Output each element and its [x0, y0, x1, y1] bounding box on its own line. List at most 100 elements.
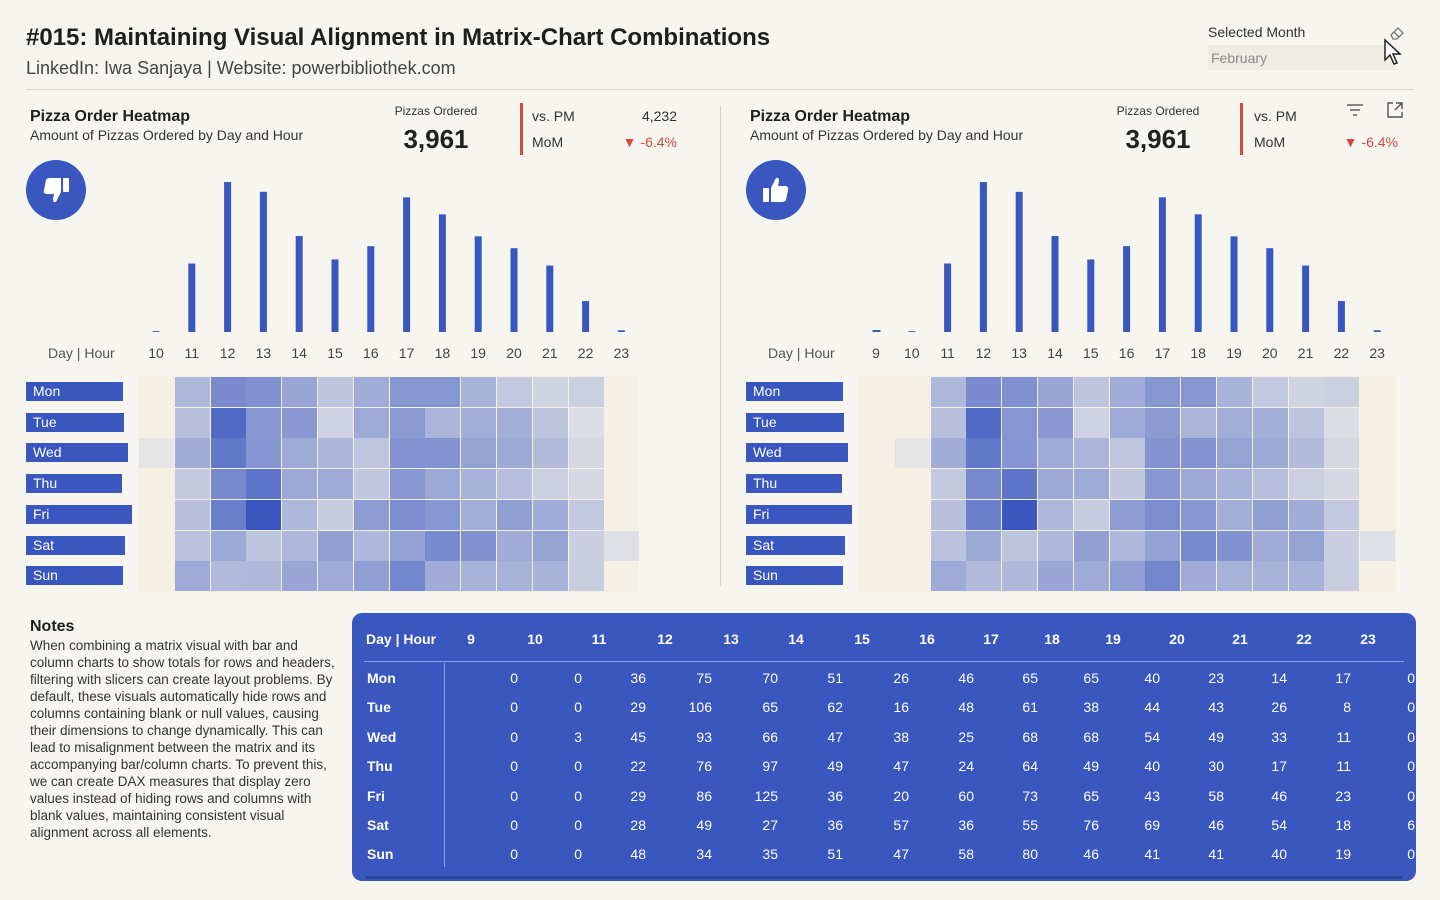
heatmap-cell[interactable]: [353, 561, 389, 592]
heatmap-cell[interactable]: [966, 530, 1002, 561]
heatmap-cell[interactable]: [1073, 377, 1109, 407]
heatmap-cell[interactable]: [1073, 499, 1109, 530]
heatmap-cell[interactable]: [1217, 499, 1252, 530]
heatmap-cell[interactable]: [353, 499, 389, 530]
heatmap-cell[interactable]: [174, 377, 210, 407]
heatmap-cell[interactable]: [1145, 407, 1181, 438]
heatmap-cell[interactable]: [1181, 499, 1217, 530]
heatmap-cell[interactable]: [246, 530, 282, 561]
heatmap-cell[interactable]: [389, 377, 425, 407]
heatmap-cell[interactable]: [497, 377, 532, 407]
heatmap-cell[interactable]: [461, 469, 497, 500]
heatmap-cell[interactable]: [1217, 407, 1252, 438]
heatmap-cell[interactable]: [532, 377, 568, 407]
heatmap-cell[interactable]: [966, 499, 1002, 530]
heatmap-cell[interactable]: [568, 499, 604, 530]
heatmap-cell[interactable]: [1073, 438, 1109, 469]
heatmap-cell[interactable]: [210, 530, 246, 561]
heatmap-cell[interactable]: [461, 377, 497, 407]
heatmap-cell[interactable]: [246, 499, 282, 530]
heatmap-cell[interactable]: [604, 530, 640, 561]
hour-bar-14[interactable]: [1051, 236, 1059, 332]
heatmap-cell[interactable]: [497, 530, 532, 561]
heatmap-cell[interactable]: [174, 561, 210, 592]
heatmap-cell[interactable]: [318, 499, 353, 530]
month-slicer[interactable]: February: [1208, 45, 1396, 70]
heatmap-cell[interactable]: [425, 530, 461, 561]
hour-bar-13[interactable]: [1015, 191, 1023, 332]
heatmap-cell[interactable]: [318, 438, 353, 469]
heatmap-cell[interactable]: [174, 499, 210, 530]
heatmap-cell[interactable]: [389, 469, 425, 500]
focus-mode-icon[interactable]: [1386, 101, 1404, 119]
heatmap-cell[interactable]: [568, 377, 604, 407]
day-bar-wed[interactable]: Wed: [746, 443, 848, 463]
heatmap-cell[interactable]: [1038, 438, 1073, 469]
heatmap-cell[interactable]: [1217, 438, 1252, 469]
heatmap-cell[interactable]: [1073, 407, 1109, 438]
heatmap-cell[interactable]: [1002, 561, 1038, 592]
heatmap-cell[interactable]: [1288, 407, 1324, 438]
heatmap-cell[interactable]: [461, 561, 497, 592]
heatmap-cell[interactable]: [353, 377, 389, 407]
heatmap-cell[interactable]: [966, 438, 1002, 469]
hour-bar-19[interactable]: [474, 236, 482, 332]
heatmap-cell[interactable]: [210, 469, 246, 500]
hour-bar-18[interactable]: [1194, 214, 1202, 332]
heatmap-cell[interactable]: [1252, 377, 1288, 407]
heatmap-cell[interactable]: [210, 499, 246, 530]
day-bar-mon[interactable]: Mon: [746, 382, 843, 401]
heatmap-cell[interactable]: [1038, 407, 1073, 438]
heatmap-cell[interactable]: [282, 438, 318, 469]
hour-bar-9[interactable]: [872, 330, 881, 332]
heatmap-cell[interactable]: [1324, 407, 1360, 438]
heatmap-cell[interactable]: [318, 407, 353, 438]
heatmap-cell[interactable]: [353, 438, 389, 469]
heatmap-cell[interactable]: [461, 407, 497, 438]
heatmap-cell[interactable]: [1324, 561, 1360, 592]
heatmap-cell[interactable]: [1038, 499, 1073, 530]
heatmap-cell[interactable]: [1002, 499, 1038, 530]
heatmap-cell[interactable]: [532, 561, 568, 592]
heatmap-cell[interactable]: [1288, 499, 1324, 530]
heatmap-cell[interactable]: [425, 407, 461, 438]
heatmap-cell[interactable]: [1181, 561, 1217, 592]
heatmap-cell[interactable]: [1109, 530, 1145, 561]
heatmap-cell[interactable]: [389, 530, 425, 561]
heatmap-cell[interactable]: [1252, 469, 1288, 500]
heatmap-cell[interactable]: [930, 438, 966, 469]
heatmap-cell[interactable]: [1109, 377, 1145, 407]
heatmap-cell[interactable]: [894, 438, 930, 469]
heatmap-cell[interactable]: [282, 469, 318, 500]
heatmap-cell[interactable]: [1109, 407, 1145, 438]
table-scrollbar[interactable]: [366, 876, 1402, 879]
heatmap-cell[interactable]: [532, 499, 568, 530]
day-bar-thu[interactable]: Thu: [746, 474, 842, 494]
heatmap-cell[interactable]: [1145, 377, 1181, 407]
hour-bar-16[interactable]: [1123, 246, 1131, 332]
hour-bar-23[interactable]: [1373, 330, 1381, 332]
heatmap-cell[interactable]: [1324, 530, 1360, 561]
heatmap-cell[interactable]: [1181, 530, 1217, 561]
heatmap-cell[interactable]: [282, 530, 318, 561]
hour-bar-12[interactable]: [224, 182, 232, 332]
hour-bar-11[interactable]: [944, 263, 952, 332]
day-bar-sun[interactable]: Sun: [26, 566, 123, 586]
heatmap-cell[interactable]: [966, 469, 1002, 500]
hour-bar-16[interactable]: [367, 246, 375, 332]
hour-bar-10[interactable]: [152, 331, 160, 332]
heatmap-cell[interactable]: [246, 561, 282, 592]
day-bar-tue[interactable]: Tue: [26, 412, 124, 432]
heatmap-cell[interactable]: [568, 407, 604, 438]
heatmap-cell[interactable]: [1324, 469, 1360, 500]
heatmap-cell[interactable]: [966, 377, 1002, 407]
heatmap-cell[interactable]: [1145, 469, 1181, 500]
hour-bar-17[interactable]: [1158, 197, 1166, 332]
day-bar-thu[interactable]: Thu: [26, 474, 122, 494]
heatmap-cell[interactable]: [1288, 561, 1324, 592]
heatmap-cell[interactable]: [246, 438, 282, 469]
heatmap-cell[interactable]: [497, 561, 532, 592]
hour-bar-17[interactable]: [403, 197, 411, 332]
heatmap-cell[interactable]: [174, 469, 210, 500]
day-bar-tue[interactable]: Tue: [746, 412, 844, 432]
